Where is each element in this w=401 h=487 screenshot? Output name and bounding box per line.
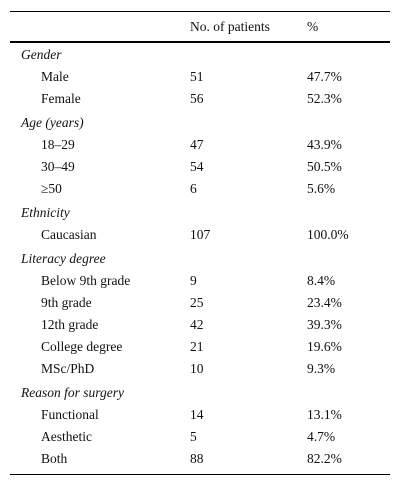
column-header: % xyxy=(307,19,319,34)
cell: 19.6% xyxy=(307,339,342,354)
row-label: MSc/PhD xyxy=(41,361,95,376)
header-rule xyxy=(10,41,390,43)
cell: 107 xyxy=(190,227,211,242)
cell: 8.4% xyxy=(307,273,336,288)
cell: 21 xyxy=(190,339,204,354)
cell: 5 xyxy=(190,429,197,444)
row-label: 12th grade xyxy=(41,317,99,332)
cell: 6 xyxy=(190,181,197,196)
cell: 52.3% xyxy=(307,91,342,106)
cell: 47 xyxy=(190,137,204,152)
cell: 9 xyxy=(190,273,197,288)
top-rule xyxy=(10,11,390,12)
cell: 39.3% xyxy=(307,317,342,332)
cell: 100.0% xyxy=(307,227,349,242)
row-label: College degree xyxy=(41,339,123,354)
cell: 54 xyxy=(190,159,204,174)
cell: 50.5% xyxy=(307,159,342,174)
row-label: 18–29 xyxy=(41,137,75,152)
cell: 82.2% xyxy=(307,451,342,466)
row-label: Aesthetic xyxy=(41,429,92,444)
cell: 43.9% xyxy=(307,137,342,152)
row-label: Below 9th grade xyxy=(41,273,131,288)
bottom-rule xyxy=(10,474,390,475)
row-label: Caucasian xyxy=(41,227,97,242)
cell: 51 xyxy=(190,69,204,84)
section-title: Ethnicity xyxy=(21,205,70,220)
cell: 14 xyxy=(190,407,204,422)
cell: 47.7% xyxy=(307,69,342,84)
row-label: Male xyxy=(41,69,69,84)
cell: 5.6% xyxy=(307,181,336,196)
cell: 13.1% xyxy=(307,407,342,422)
cell: 23.4% xyxy=(307,295,342,310)
row-label: Female xyxy=(41,91,81,106)
row-label: Functional xyxy=(41,407,99,422)
cell: 56 xyxy=(190,91,204,106)
row-label: 30–49 xyxy=(41,159,75,174)
section-title: Gender xyxy=(21,47,62,62)
row-label: Both xyxy=(41,451,68,466)
cell: 42 xyxy=(190,317,204,332)
row-label: ≥50 xyxy=(41,181,62,196)
row-label: 9th grade xyxy=(41,295,92,310)
section-title: Literacy degree xyxy=(21,251,106,266)
cell: 10 xyxy=(190,361,204,376)
cell: 25 xyxy=(190,295,204,310)
cell: 9.3% xyxy=(307,361,336,376)
section-title: Reason for surgery xyxy=(21,385,124,400)
cell: 4.7% xyxy=(307,429,336,444)
section-title: Age (years) xyxy=(21,115,84,130)
cell: 88 xyxy=(190,451,204,466)
column-header: No. of patients xyxy=(190,19,270,34)
